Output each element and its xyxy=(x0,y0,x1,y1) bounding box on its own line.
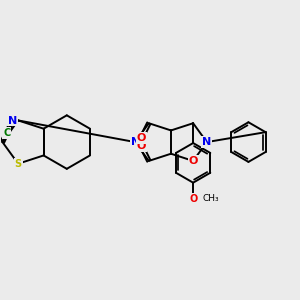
Text: O: O xyxy=(188,156,198,166)
Text: O: O xyxy=(136,133,146,143)
Text: N: N xyxy=(130,137,140,147)
Text: O: O xyxy=(189,194,197,203)
Text: S: S xyxy=(15,159,22,169)
Text: O: O xyxy=(136,141,146,151)
Text: N: N xyxy=(202,137,212,147)
Text: N: N xyxy=(8,116,17,125)
Text: C: C xyxy=(3,128,10,138)
Text: CH₃: CH₃ xyxy=(202,194,219,203)
